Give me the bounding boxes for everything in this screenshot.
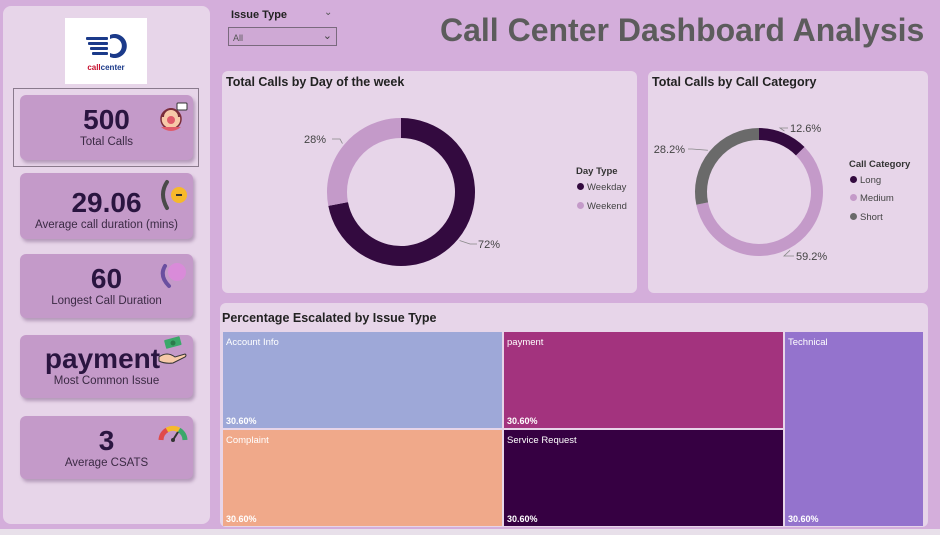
chart-title: Total Calls by Call Category — [652, 75, 817, 89]
kpi-value: 3 — [98, 425, 115, 456]
issue-type-filter-label: Issue Type — [231, 9, 288, 21]
donut-data-label: 28% — [304, 134, 326, 146]
treemap-tile-complaint[interactable]: Complaint 30.60% — [223, 430, 502, 526]
donut-data-label: 59.2% — [796, 251, 827, 263]
legend-label: Medium — [860, 193, 894, 204]
kpi-label: Average call duration (mins) — [35, 219, 178, 231]
legend-item-long[interactable]: Long — [850, 175, 881, 186]
label-leader-line — [778, 127, 788, 132]
donut-data-label: 72% — [478, 239, 500, 251]
kpi-average-csats[interactable]: 3 Average CSATS — [20, 416, 193, 479]
kpi-value: 60 — [90, 263, 123, 294]
issue-type-dropdown[interactable]: All ⌄ — [228, 27, 337, 46]
kpi-label: Average CSATS — [64, 457, 149, 469]
dropdown-chevron-icon: ⌄ — [322, 30, 332, 42]
issue-type-selected-value: All — [233, 33, 244, 43]
treemap-tile-account-info[interactable]: Account Info 30.60% — [223, 332, 502, 428]
chart-title: Total Calls by Day of the week — [226, 75, 405, 89]
page-title: Call Center Dashboard Analysis — [440, 12, 925, 48]
legend-label: Long — [860, 175, 882, 186]
tile-label: payment — [507, 337, 544, 348]
donut-data-label: 12.6% — [790, 123, 821, 135]
tile-label: Complaint — [226, 435, 269, 446]
kpi-most-common-issue[interactable]: payment Most Common Issue — [20, 335, 193, 398]
kpi-value: 29.06 — [71, 187, 142, 218]
phone-clock-icon — [161, 180, 187, 210]
donut-slice-long[interactable] — [758, 128, 805, 156]
label-leader-line — [459, 240, 477, 245]
label-leader-line — [688, 148, 708, 151]
tile-label: Service Request — [507, 435, 577, 446]
phone-ringing-icon — [160, 263, 186, 288]
tile-value: 30.60% — [507, 416, 538, 426]
donut-slice-short[interactable] — [695, 128, 760, 205]
label-leader-line — [782, 249, 794, 257]
headset-logo-icon — [86, 33, 127, 58]
tile-value: 30.60% — [507, 514, 538, 524]
tile-label: Technical — [788, 337, 828, 348]
kpi-longest-call-duration[interactable]: 60 Longest Call Duration — [20, 254, 193, 318]
legend-label: Weekend — [587, 201, 627, 212]
gauge-icon — [158, 425, 188, 442]
donut-slice-weekday[interactable] — [328, 118, 475, 266]
treemap-tile-payment[interactable]: payment 30.60% — [504, 332, 783, 428]
escalated-by-issue-treemap[interactable]: Percentage Escalated by Issue Type Accou… — [220, 303, 928, 527]
kpi-label: Most Common Issue — [53, 375, 160, 387]
bottom-strip — [0, 529, 940, 535]
treemap-tile-service-request[interactable]: Service Request 30.60% — [504, 430, 783, 526]
calls-by-day-donut: 72% 28% — [304, 118, 500, 266]
legend-item-short[interactable]: Short — [850, 212, 883, 223]
donut-slice-medium[interactable] — [696, 147, 823, 256]
kpi-label: Total Calls — [79, 136, 134, 148]
money-hand-icon — [158, 336, 187, 364]
call-center-logo: callcenter — [65, 18, 147, 84]
call-agent-icon — [160, 102, 188, 131]
legend-title: Call Category — [849, 159, 911, 170]
legend-item-medium[interactable]: Medium — [850, 193, 894, 204]
tile-value: 30.60% — [226, 514, 257, 524]
kpi-label: Longest Call Duration — [51, 295, 162, 307]
treemap-tile-technical[interactable]: Technical 30.60% — [785, 332, 923, 526]
chevron-down-icon[interactable]: ⌄ — [324, 7, 333, 18]
legend-dot-icon — [850, 175, 857, 183]
donut-slice-weekend[interactable] — [327, 118, 402, 206]
kpi-value: payment — [44, 343, 161, 374]
legend-dot-icon — [577, 201, 584, 209]
legend-label: Weekday — [587, 182, 627, 193]
tile-value: 30.60% — [788, 514, 819, 524]
chart-title: Percentage Escalated by Issue Type — [222, 311, 437, 325]
calls-by-day-chart[interactable]: Total Calls by Day of the week 72% 28% Da… — [222, 71, 637, 293]
calls-by-category-chart[interactable]: Total Calls by Call Category 12.6% 59.2% 2… — [648, 71, 928, 293]
kpi-average-call-duration[interactable]: 29.06 Average call duration (mins) — [20, 173, 193, 239]
legend-item-weekend[interactable]: Weekend — [577, 201, 627, 212]
legend-title: Day Type — [576, 166, 618, 177]
kpi-value: 500 — [83, 104, 130, 135]
legend-label: Short — [860, 212, 883, 223]
logo-wordmark: callcenter — [87, 62, 125, 72]
legend-dot-icon — [850, 212, 857, 220]
legend-item-weekday[interactable]: Weekday — [577, 182, 626, 193]
donut-data-label: 28.2% — [654, 144, 685, 156]
legend-dot-icon — [850, 193, 857, 201]
legend-dot-icon — [577, 182, 584, 190]
tile-label: Account Info — [226, 337, 279, 348]
label-leader-line — [332, 138, 343, 144]
tile-value: 30.60% — [226, 416, 257, 426]
kpi-total-calls[interactable]: 500 Total Calls — [20, 95, 193, 160]
calls-by-category-donut: 12.6% 59.2% 28.2% — [654, 123, 828, 263]
